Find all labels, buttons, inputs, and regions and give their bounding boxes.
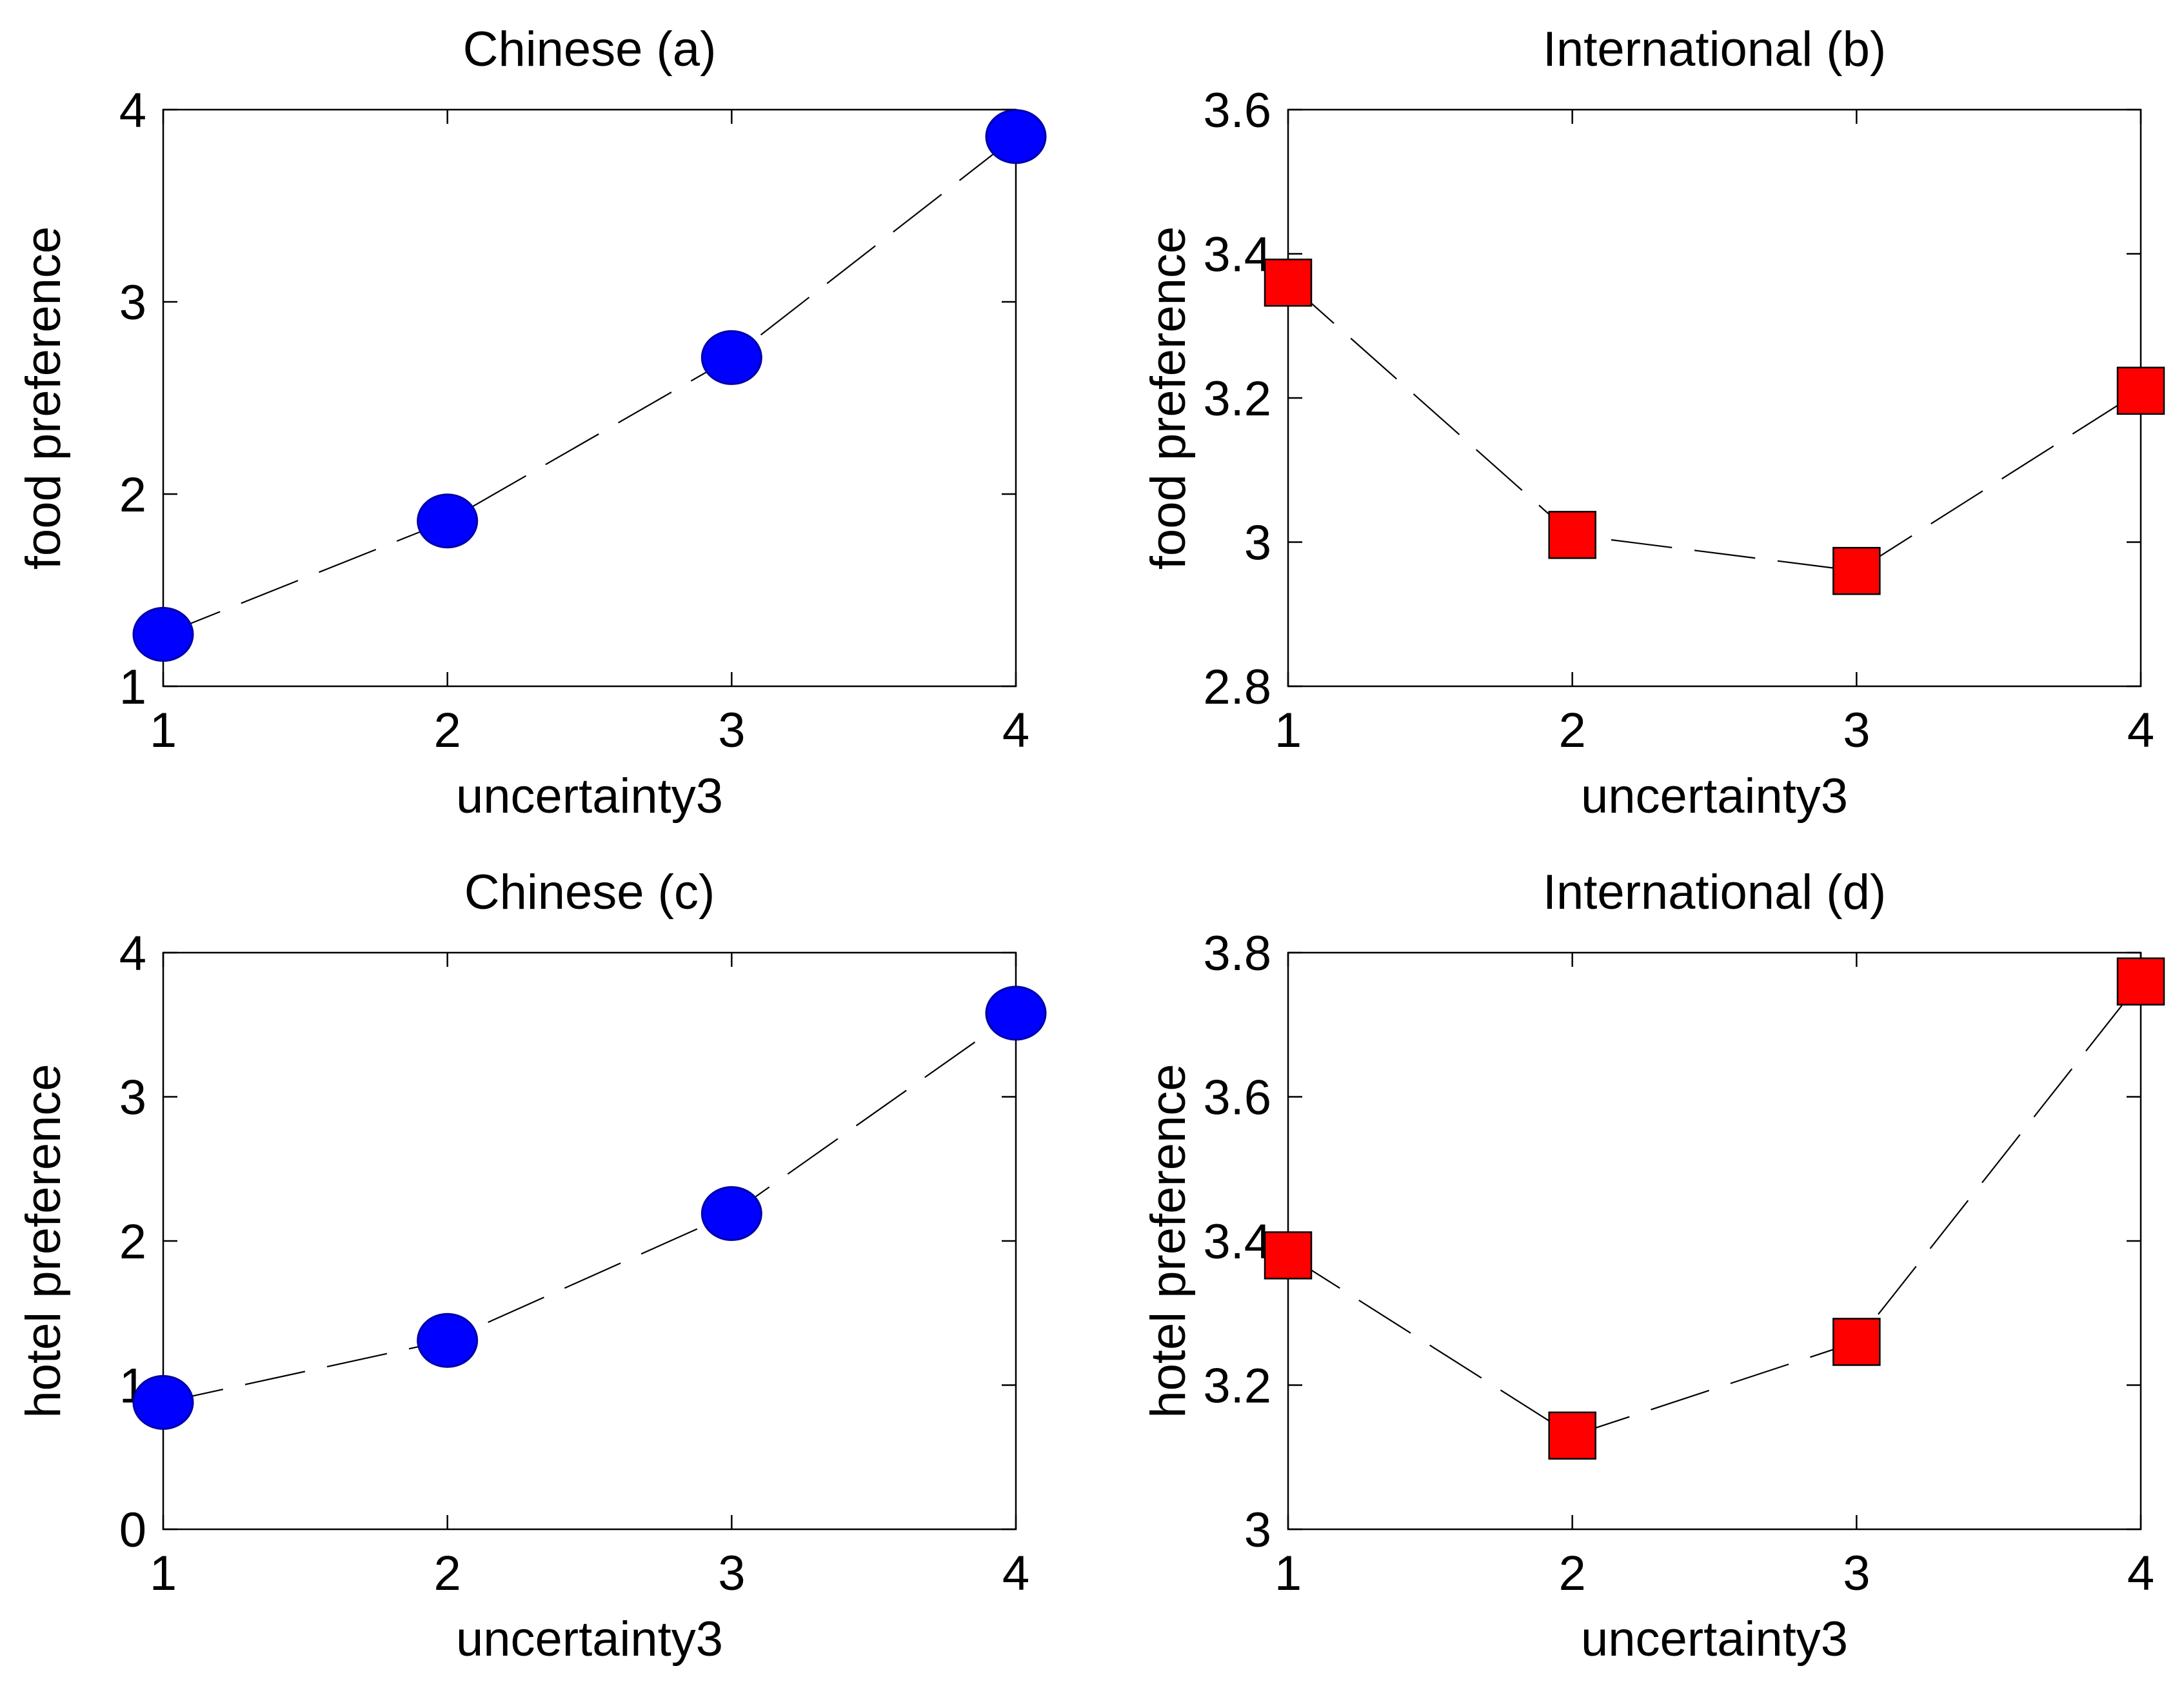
y-axis-label-c: hotel preference (16, 1064, 71, 1418)
data-point-c-1 (132, 1374, 194, 1430)
x-tick-label-b-2: 3 (1843, 703, 1870, 758)
x-tick-label-d-2: 3 (1843, 1546, 1870, 1601)
data-point-b-3 (1832, 546, 1881, 595)
plot-frame-a (162, 108, 1017, 688)
series-line-c (163, 1012, 1017, 1403)
y-axis-label-d: hotel preference (1141, 1064, 1196, 1418)
y-tick-label-c-0: 0 (119, 1503, 146, 1558)
chart-title-b: International (b) (1543, 22, 1886, 77)
data-point-a-3 (700, 330, 762, 385)
data-point-d-3 (1832, 1318, 1881, 1366)
x-axis-label-a: uncertainty3 (456, 769, 723, 824)
y-tick-label-d-1: 3.2 (1203, 1359, 1271, 1414)
y-axis-label-a: food preference (16, 226, 71, 570)
series-line-b (1287, 282, 2141, 572)
data-point-b-4 (2116, 366, 2165, 415)
x-tick-label-c-3: 4 (1002, 1546, 1029, 1601)
x-tick-label-c-2: 3 (718, 1546, 745, 1601)
data-point-d-2 (1548, 1411, 1596, 1460)
y-tick-label-a-0: 1 (119, 660, 146, 715)
x-tick-label-c-0: 1 (150, 1546, 177, 1601)
y-tick-label-a-2: 3 (119, 275, 146, 330)
y-tick-label-d-2: 3.4 (1203, 1215, 1271, 1269)
x-tick-label-b-0: 1 (1275, 703, 1302, 758)
x-tick-label-a-2: 3 (718, 703, 745, 758)
plot-frame-b (1287, 108, 2142, 688)
y-tick-label-b-0: 2.8 (1203, 660, 1271, 715)
x-axis-label-c: uncertainty3 (456, 1612, 723, 1667)
y-tick-label-b-2: 3.2 (1203, 372, 1271, 426)
data-point-a-2 (417, 493, 479, 549)
panel-d: International (d) 1 2 3 4 3 3.2 3.4 3.6 3.8 uncert… (1141, 865, 2165, 1667)
x-tick-label-a-0: 1 (150, 703, 177, 758)
x-tick-label-b-3: 4 (2127, 703, 2154, 758)
chart-title-d: International (d) (1543, 865, 1886, 920)
data-point-d-1 (1264, 1231, 1313, 1280)
plot-frame-c (162, 951, 1017, 1531)
data-point-c-4 (985, 986, 1047, 1041)
y-tick-label-d-4: 3.8 (1203, 926, 1271, 981)
panel-a: Chinese (a) 1 2 3 4 1 2 3 4 uncertainty3 food pref… (16, 22, 1047, 824)
y-tick-label-c-2: 2 (119, 1215, 146, 1269)
data-point-d-4 (2116, 957, 2165, 1006)
y-tick-label-d-0: 3 (1244, 1503, 1271, 1558)
chart-title-c: Chinese (c) (464, 865, 715, 920)
x-tick-label-d-0: 1 (1275, 1546, 1302, 1601)
x-tick-label-b-1: 2 (1559, 703, 1586, 758)
y-tick-label-b-3: 3.4 (1203, 228, 1271, 283)
x-tick-label-d-3: 4 (2127, 1546, 2154, 1601)
y-tick-label-b-1: 3 (1244, 516, 1271, 571)
y-tick-label-a-3: 4 (119, 83, 146, 138)
series-line-a (163, 135, 1017, 635)
y-tick-label-a-1: 2 (119, 468, 146, 522)
data-point-a-1 (132, 607, 194, 662)
x-tick-label-d-1: 2 (1559, 1546, 1586, 1601)
x-tick-label-a-1: 2 (434, 703, 461, 758)
x-tick-label-a-3: 4 (1002, 703, 1029, 758)
x-axis-label-b: uncertainty3 (1581, 769, 1848, 824)
y-tick-label-d-3: 3.6 (1203, 1071, 1271, 1126)
y-tick-label-c-4: 4 (119, 926, 146, 981)
data-point-b-2 (1548, 511, 1596, 559)
x-axis-label-d: uncertainty3 (1581, 1612, 1848, 1667)
y-tick-label-c-3: 3 (119, 1071, 146, 1126)
series-line-d (1287, 981, 2141, 1436)
data-point-c-3 (700, 1186, 762, 1242)
x-tick-label-c-1: 2 (434, 1546, 461, 1601)
panel-b: International (b) 1 2 3 4 2.8 3 3.2 3.4 3.6 uncert… (1141, 22, 2165, 824)
chart-title-a: Chinese (a) (463, 22, 717, 77)
data-point-b-1 (1264, 258, 1313, 307)
data-point-a-4 (985, 109, 1047, 164)
y-tick-label-b-4: 3.6 (1203, 83, 1271, 138)
y-axis-label-b: food preference (1141, 226, 1196, 570)
plot-frame-d (1287, 951, 2142, 1531)
data-point-c-2 (417, 1313, 479, 1368)
